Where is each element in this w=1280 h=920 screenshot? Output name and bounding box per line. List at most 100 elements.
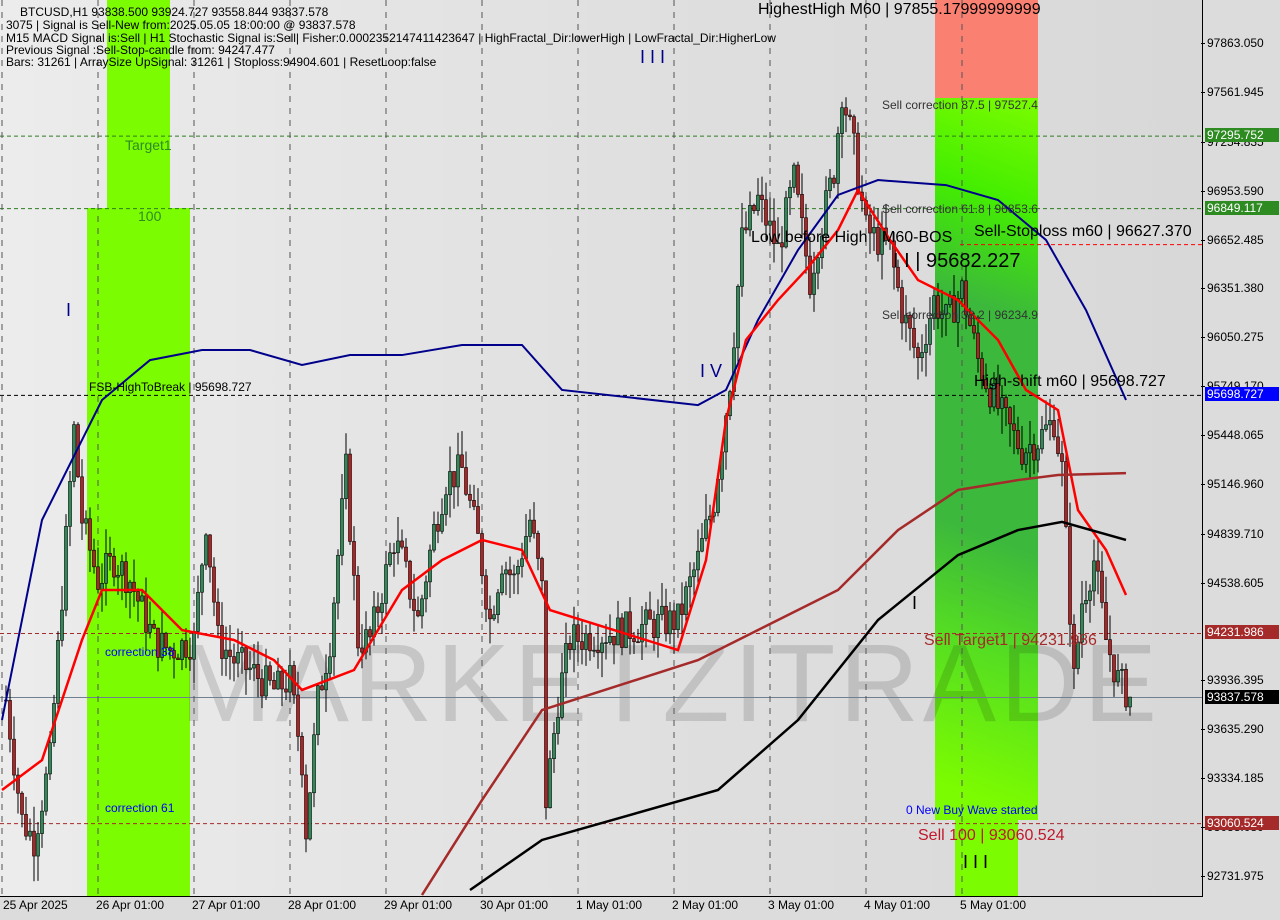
candle	[312, 734, 316, 794]
highest-high-label: HighestHigh M60 | 97855.17999999999	[758, 1, 1041, 18]
candle	[576, 624, 580, 642]
candle	[1092, 560, 1096, 592]
candle	[1012, 423, 1016, 431]
candle	[1128, 696, 1132, 708]
candle	[748, 205, 752, 231]
sell-stoploss-label: Sell-Stoploss m60 | 96627.370	[974, 223, 1192, 240]
candle	[396, 540, 400, 554]
candle	[828, 177, 832, 191]
candle	[60, 609, 64, 641]
candle	[36, 833, 40, 857]
candle	[536, 533, 540, 559]
candle	[1116, 670, 1120, 683]
candle	[556, 717, 560, 734]
candle	[116, 574, 120, 578]
candle	[704, 519, 708, 539]
candle	[976, 332, 980, 359]
candle	[908, 314, 912, 329]
candle	[128, 581, 132, 593]
level-100-zone	[87, 208, 190, 896]
candle	[508, 569, 512, 576]
price-tick-label: 93635.290	[1201, 722, 1264, 737]
candle	[80, 476, 84, 524]
candle	[8, 700, 12, 740]
candle	[164, 632, 168, 649]
candle	[436, 524, 440, 532]
previous-signal-line: Previous Signal :Sell-Stop-candle from: …	[6, 43, 275, 57]
candle	[584, 633, 588, 650]
candle	[1028, 444, 1032, 454]
candle	[132, 581, 136, 592]
sell-correction-875-label: Sell correction 87.5 | 97527.4	[882, 98, 1038, 112]
candle	[136, 591, 140, 602]
moving-average-line	[1, 179, 1127, 721]
candle	[176, 657, 180, 660]
candle	[648, 609, 652, 620]
candle	[256, 664, 260, 679]
candle	[1080, 603, 1084, 643]
target1-label: Target1	[125, 137, 172, 153]
candle	[736, 285, 740, 349]
candle	[1084, 600, 1088, 605]
price-axis[interactable]: 97863.05097561.94597254.83596953.5909665…	[1201, 0, 1280, 896]
candle	[1072, 623, 1076, 669]
candle	[88, 518, 92, 551]
candle	[892, 240, 896, 268]
candle	[96, 566, 100, 590]
candle	[208, 534, 212, 568]
candle	[316, 685, 320, 736]
candle	[428, 549, 432, 583]
candle	[1120, 669, 1124, 671]
low-before-high-label: Low before High	[751, 229, 868, 246]
candle	[624, 611, 628, 648]
candle	[532, 519, 536, 534]
candle	[144, 595, 148, 633]
candle	[608, 635, 612, 643]
candle	[56, 640, 60, 704]
price-badge: 94231.986	[1205, 625, 1279, 640]
candle	[740, 227, 744, 287]
time-tick-label: 3 May 01:00	[768, 898, 835, 912]
candle	[812, 272, 816, 295]
candle	[488, 608, 492, 620]
candle	[340, 498, 344, 556]
wave-zone	[955, 820, 1018, 896]
candle	[560, 672, 564, 718]
candle	[944, 304, 948, 315]
candle	[148, 623, 152, 633]
candle	[776, 242, 780, 245]
price-tick-label: 92731.975	[1201, 869, 1264, 883]
candle	[20, 792, 24, 815]
chart-area[interactable]: MARKETZITRADE BTCUSD,H1 93838.500 93924.…	[0, 0, 1203, 897]
candle	[64, 526, 68, 611]
wave-iv-label: I V	[700, 361, 723, 381]
candle	[408, 560, 412, 600]
candle	[644, 609, 648, 625]
candle	[940, 314, 944, 319]
price-tick-label: 93334.185	[1201, 771, 1264, 786]
wave-i-label: I	[66, 300, 72, 320]
candle	[564, 643, 568, 674]
candle	[280, 670, 284, 690]
candle	[376, 606, 380, 613]
candle	[984, 379, 988, 390]
candle	[380, 603, 384, 613]
candle	[356, 575, 360, 649]
candle	[928, 318, 932, 345]
candle	[1124, 669, 1128, 708]
candle	[24, 814, 28, 837]
candle	[896, 266, 900, 288]
candle	[1000, 397, 1004, 409]
candle	[196, 591, 200, 632]
candle	[452, 471, 456, 488]
candle	[228, 649, 232, 657]
price-badge: 93837.578	[1205, 689, 1279, 704]
candle	[592, 649, 596, 652]
candle	[596, 649, 600, 653]
candle	[456, 454, 460, 488]
candle	[44, 773, 48, 812]
candle	[92, 549, 96, 568]
fsb-label: FSB-HighToBreak | 95698.727	[89, 380, 252, 394]
time-tick-label: 28 Apr 01:00	[288, 898, 357, 912]
candle	[168, 647, 172, 651]
